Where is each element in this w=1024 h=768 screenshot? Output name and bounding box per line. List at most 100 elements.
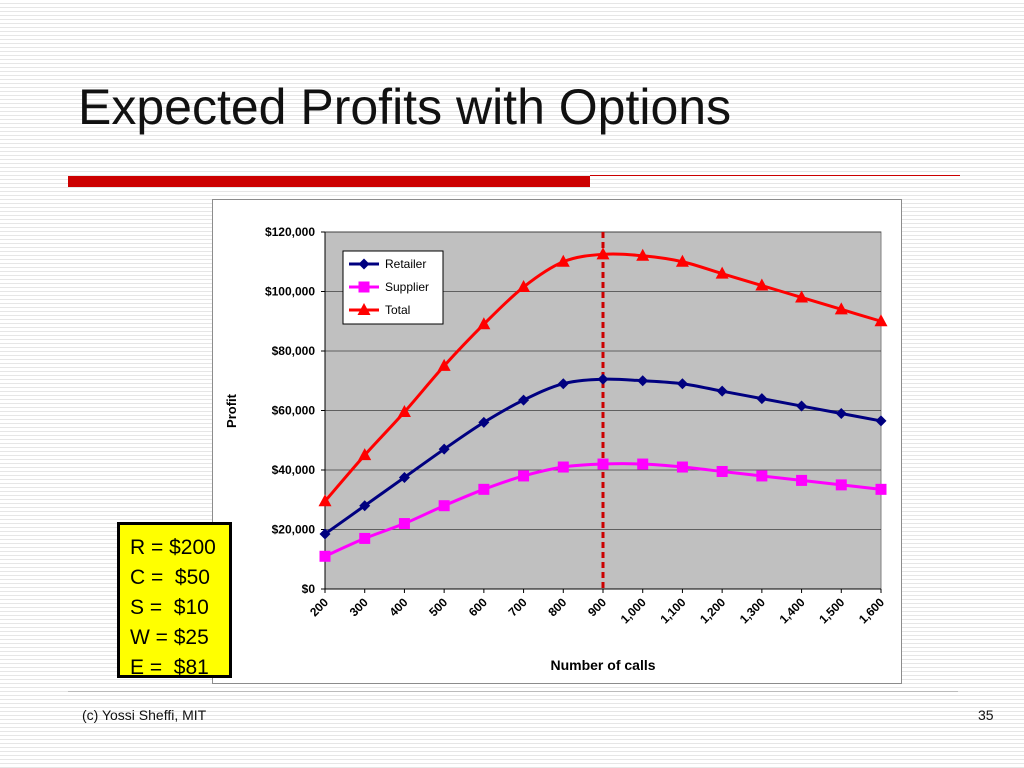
parameter-retail-price: R = $200 <box>130 536 216 559</box>
x-tick-label: 1,400 <box>777 595 808 626</box>
x-tick-label: 900 <box>585 595 609 619</box>
data-point-retailer <box>319 528 331 540</box>
data-point-total <box>397 404 411 417</box>
chart-frame: $0 $20,000 $40,000 $60,000 $80,000 $100,000 $1… <box>212 199 902 684</box>
legend: Retailer Supplier Total <box>342 250 444 325</box>
data-point-total <box>795 290 809 303</box>
x-tick-label: 1,500 <box>816 595 847 626</box>
footer-credit: (c) Yossi Sheffi, MIT <box>82 707 207 723</box>
legend-item-retailer: Retailer <box>349 257 426 271</box>
legend-items: Retailer Supplier Total <box>349 257 429 317</box>
data-point-retailer <box>676 378 688 390</box>
data-point-supplier <box>676 461 688 473</box>
x-tick-label: 1,200 <box>697 595 728 626</box>
data-point-retailer <box>398 471 410 483</box>
parameter-cost: C = $50 <box>130 566 210 589</box>
data-point-retailer <box>557 378 569 390</box>
x-tick-label: 800 <box>545 595 569 619</box>
legend-swatch-marker <box>358 258 370 270</box>
y-tick-label: $60,000 <box>272 404 316 418</box>
x-tick-label: 1,000 <box>618 595 649 626</box>
series-supplier <box>319 458 887 562</box>
data-point-total <box>675 254 689 267</box>
data-point-retailer <box>438 443 450 455</box>
data-point-total <box>874 314 888 327</box>
x-axis-tick-labels: 200 300 400 500 600 700 800 900 1,000 1,100 1,200 1… <box>307 595 887 626</box>
parameter-box: R = $200 C = $50 S = $10 W = $25 E = $81 <box>117 522 232 679</box>
data-point-supplier <box>398 518 410 530</box>
data-point-retailer <box>835 407 847 419</box>
data-point-supplier <box>518 470 530 482</box>
data-point-total <box>596 247 610 260</box>
parameter-salvage: S = $10 <box>130 596 209 619</box>
x-tick-label: 300 <box>347 595 371 619</box>
data-point-retailer <box>796 400 808 412</box>
x-tick-label: 400 <box>386 595 410 619</box>
data-point-total <box>437 358 451 371</box>
data-point-retailer <box>359 500 371 512</box>
title-underline-bar <box>68 176 590 187</box>
y-tick-label: $100,000 <box>265 285 315 299</box>
data-point-total <box>715 266 729 279</box>
data-point-retailer <box>637 375 649 387</box>
data-point-supplier <box>557 461 569 473</box>
legend-label: Supplier <box>385 280 429 294</box>
data-point-supplier <box>438 500 450 512</box>
data-point-supplier <box>875 483 887 495</box>
x-tick-label: 600 <box>466 595 490 619</box>
slide-title: Expected Profits with Options <box>78 79 732 135</box>
data-point-supplier <box>756 470 768 482</box>
x-tick-label: 1,100 <box>657 595 688 626</box>
data-point-total <box>834 302 848 315</box>
legend-swatch-marker <box>357 303 371 315</box>
data-point-retailer <box>597 373 609 385</box>
y-tick-label: $120,000 <box>265 225 315 239</box>
data-point-supplier <box>637 458 649 470</box>
data-point-supplier <box>835 479 847 491</box>
footer-rule <box>68 691 958 692</box>
data-point-supplier <box>597 458 609 470</box>
x-tick-label: 700 <box>506 595 530 619</box>
x-tick-label: 1,600 <box>856 595 887 626</box>
x-tick-label: 500 <box>426 595 450 619</box>
profit-line-chart: $0 $20,000 $40,000 $60,000 $80,000 $100,000 $1… <box>224 225 888 673</box>
data-point-total <box>477 317 491 330</box>
data-point-retailer <box>875 415 887 427</box>
data-point-total <box>636 248 650 261</box>
legend-item-total: Total <box>349 303 410 317</box>
y-axis-label: Profit <box>224 393 239 428</box>
data-point-retailer <box>518 394 530 406</box>
legend-label: Retailer <box>385 257 426 271</box>
data-point-supplier <box>319 550 331 562</box>
y-tick-label: $20,000 <box>272 523 316 537</box>
data-point-total <box>517 280 531 293</box>
data-point-supplier <box>796 474 808 486</box>
legend-item-supplier: Supplier <box>349 280 429 294</box>
x-axis-label: Number of calls <box>550 657 655 673</box>
x-tick-label: 1,300 <box>737 595 768 626</box>
legend-label: Total <box>385 303 410 317</box>
data-point-retailer <box>478 416 490 428</box>
series-retailer <box>319 373 887 540</box>
data-point-total <box>318 494 332 507</box>
page-number: 35 <box>978 707 994 723</box>
parameter-exercise: E = $81 <box>130 656 209 679</box>
title-underline-thin-rule <box>590 175 960 176</box>
y-tick-label: $40,000 <box>272 463 316 477</box>
data-point-supplier <box>478 483 490 495</box>
y-tick-label: $80,000 <box>272 344 316 358</box>
x-tick-label: 200 <box>307 595 331 619</box>
series-total <box>318 247 888 507</box>
data-point-total <box>358 448 372 461</box>
data-series <box>318 247 888 562</box>
data-point-supplier <box>716 465 728 477</box>
data-point-total <box>755 278 769 291</box>
y-tick-label: $0 <box>302 582 316 596</box>
data-point-retailer <box>756 393 768 405</box>
y-axis-tick-labels: $0 $20,000 $40,000 $60,000 $80,000 $100,000 $1… <box>265 225 315 596</box>
data-point-supplier <box>359 532 371 544</box>
legend-swatch-marker <box>358 281 370 293</box>
parameter-wholesale: W = $25 <box>130 626 209 649</box>
data-point-retailer <box>716 385 728 397</box>
data-point-total <box>556 254 570 267</box>
